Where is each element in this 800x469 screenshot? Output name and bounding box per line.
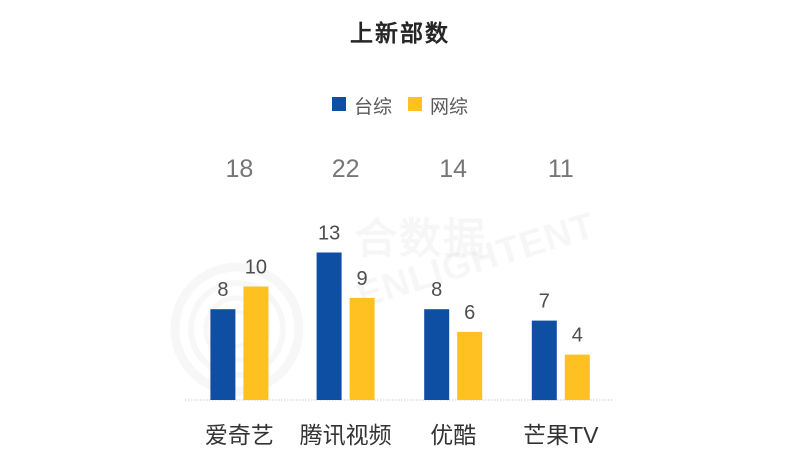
svg-text:6: 6 [464,302,475,324]
svg-text:7: 7 [539,291,550,313]
svg-text:10: 10 [245,257,267,279]
svg-text:11: 11 [548,155,574,183]
svg-text:14: 14 [439,155,467,183]
svg-text:腾讯视频: 腾讯视频 [300,422,392,448]
svg-text:8: 8 [217,279,228,301]
svg-text:13: 13 [318,223,340,245]
svg-text:9: 9 [357,268,368,290]
svg-text:8: 8 [431,279,442,301]
svg-text:爱奇艺: 爱奇艺 [205,422,274,448]
svg-text:芒果TV: 芒果TV [523,422,599,448]
svg-text:18: 18 [225,155,253,183]
svg-text:4: 4 [572,325,583,347]
svg-text:22: 22 [332,155,360,183]
svg-text:优酷: 优酷 [430,422,476,448]
